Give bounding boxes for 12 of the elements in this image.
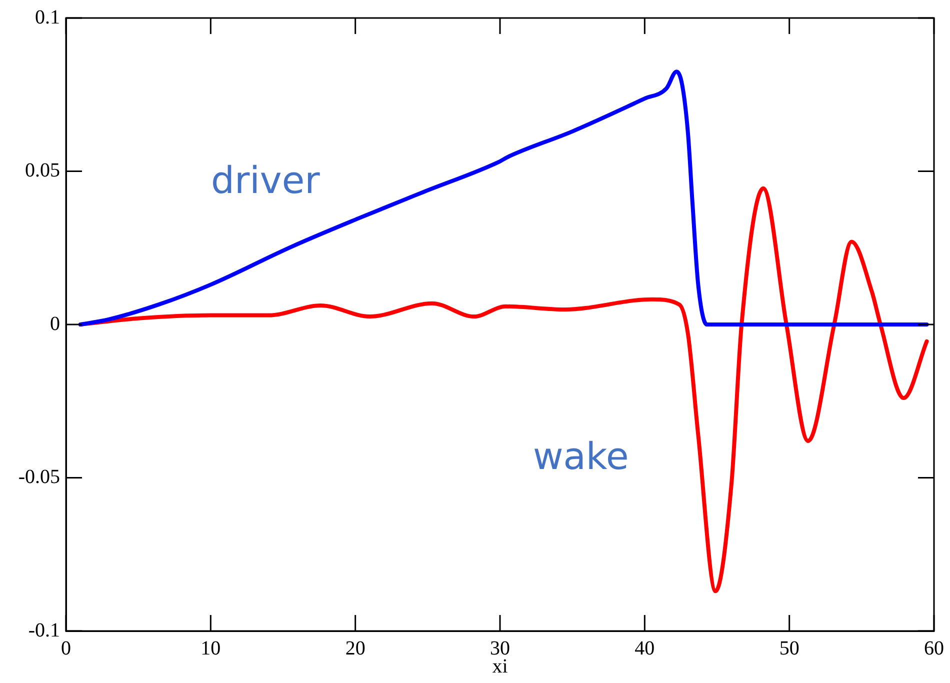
y-tick-label: -0.1: [28, 619, 60, 642]
x-tick-label: 10: [200, 637, 221, 660]
x-tick-label: 50: [779, 637, 800, 660]
x-tick-label: 60: [924, 637, 944, 660]
x-tick-label: 20: [345, 637, 366, 660]
y-tick-label: 0.1: [35, 6, 60, 28]
series-label: wake: [532, 434, 629, 478]
series-label: driver: [210, 159, 321, 202]
x-tick-label: 40: [634, 637, 655, 660]
y-tick-label: 0.05: [25, 160, 60, 182]
y-tick-label: -0.05: [18, 466, 60, 488]
y-tick-label: 0: [50, 312, 60, 335]
